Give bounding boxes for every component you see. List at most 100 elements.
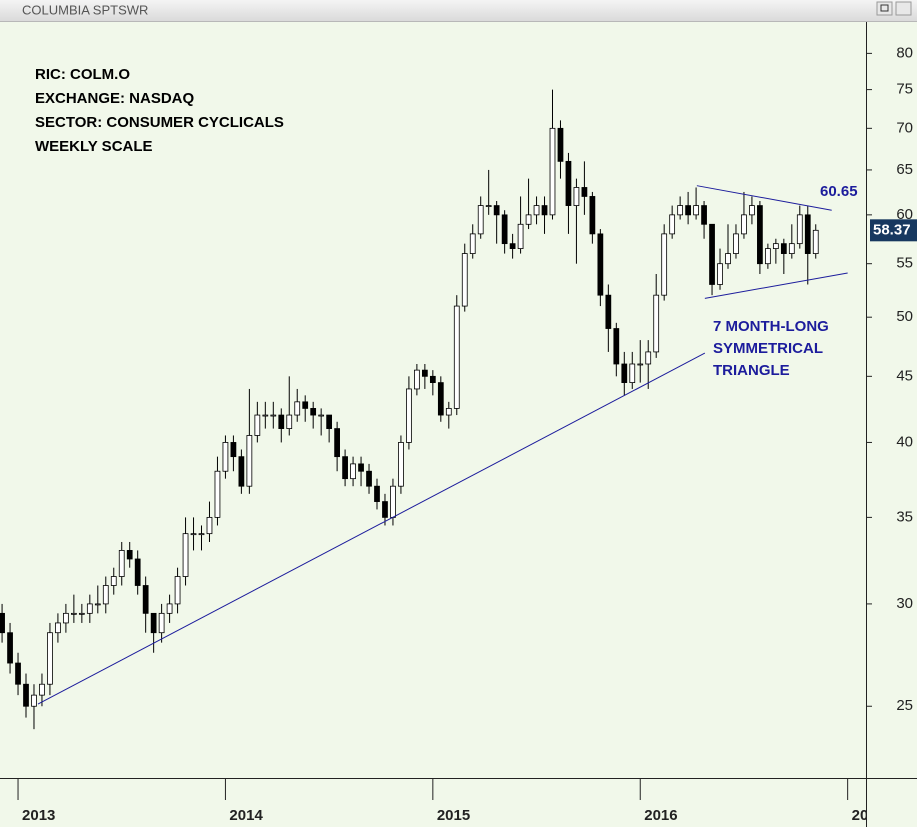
candle-body — [294, 401, 301, 416]
candle-body — [110, 576, 117, 586]
candle-body — [501, 214, 508, 245]
candle-body — [270, 414, 277, 417]
candle-body — [525, 214, 532, 225]
trendline — [704, 272, 848, 299]
y-tick-label: 40 — [896, 433, 913, 450]
candle-body — [55, 622, 61, 634]
candle-body — [118, 550, 125, 577]
candle-body — [15, 662, 21, 685]
candle-body — [326, 414, 333, 429]
candle-body — [166, 603, 173, 614]
candle-body — [23, 683, 29, 707]
candle-body — [366, 470, 372, 487]
candle-body — [302, 401, 309, 409]
candle-body — [780, 243, 787, 254]
candle-body — [150, 612, 157, 634]
candle-body — [541, 205, 548, 216]
candle-body — [461, 253, 468, 307]
trendlines — [37, 185, 848, 705]
candle-body — [653, 294, 660, 353]
candle-body — [286, 414, 293, 429]
last-price-tag — [870, 219, 917, 242]
candle-body — [78, 612, 85, 615]
candle-body — [669, 214, 676, 235]
candle-body — [310, 408, 317, 416]
candle-body — [565, 160, 572, 206]
candle-body — [246, 435, 253, 487]
pattern-label: 7 MONTH-LONG — [713, 318, 829, 335]
window-buttons[interactable] — [876, 1, 912, 16]
candle-body — [63, 612, 69, 624]
candle-body — [230, 442, 237, 458]
candle-body — [358, 463, 364, 472]
candle-body — [47, 632, 53, 685]
candles — [0, 89, 819, 730]
x-tick-label: 2013 — [22, 807, 55, 824]
candle-body — [605, 294, 612, 329]
candle-body — [158, 612, 165, 634]
y-tick-label: 25 — [896, 697, 913, 714]
candle-body — [406, 388, 412, 443]
candle-body — [350, 463, 356, 480]
x-tick-label: 2017 — [852, 807, 885, 824]
candle-body — [278, 414, 285, 429]
candle-body — [70, 612, 77, 615]
candle-body — [398, 442, 404, 487]
candle-body — [637, 363, 644, 366]
restore-icon — [880, 4, 889, 12]
candle-body — [733, 233, 739, 254]
candle-body — [677, 205, 684, 216]
candle-body — [382, 501, 388, 518]
candle-body — [621, 363, 628, 383]
y-tick-label: 70 — [896, 119, 913, 136]
candle-body — [31, 694, 37, 707]
candle-body — [661, 233, 668, 296]
candle-body — [709, 223, 715, 285]
candle-body — [214, 470, 221, 518]
candle-body — [198, 533, 205, 536]
x-axis-area — [0, 778, 917, 827]
candle-body — [134, 558, 141, 586]
close-button[interactable] — [895, 1, 912, 16]
candle-body — [749, 205, 755, 216]
y-tick-label: 60 — [896, 206, 913, 223]
candle-body — [262, 414, 269, 417]
x-axis-labels: 2013 2014 2015 2016 2017 — [22, 807, 885, 824]
notes: RIC: COLM.O EXCHANGE: NASDAQ SECTOR: CONSU… — [35, 66, 858, 379]
candle-body — [7, 632, 13, 664]
y-tick-label: 80 — [896, 44, 913, 61]
candle-body — [477, 205, 484, 235]
candle-body — [573, 187, 580, 206]
y-tick-label: 45 — [896, 367, 913, 384]
restore-button[interactable] — [876, 1, 893, 16]
candle-body — [765, 248, 771, 265]
candle-body — [437, 382, 444, 416]
x-tick-label: 2016 — [644, 807, 677, 824]
y-tick-label: 75 — [896, 81, 913, 98]
candle-body — [414, 369, 420, 390]
candle-body — [589, 196, 596, 235]
y-tick-label: 65 — [896, 161, 913, 178]
candle-body — [645, 351, 652, 365]
note-line: WEEKLY SCALE — [35, 138, 153, 155]
candle-body — [390, 485, 396, 518]
candle-body — [102, 585, 109, 605]
candle-body — [206, 516, 213, 535]
candle-body — [533, 205, 540, 216]
y-tick-label: 55 — [896, 255, 913, 272]
candle-body — [190, 533, 197, 536]
candle-body — [182, 533, 189, 577]
candle-body — [334, 428, 340, 458]
candle-body — [126, 550, 133, 560]
x-tick-label: 2014 — [229, 807, 263, 824]
resistance-label: 60.65 — [820, 183, 858, 200]
candle-body — [254, 414, 261, 436]
candle-body — [509, 243, 516, 249]
candle-body — [741, 214, 747, 235]
pattern-label: TRIANGLE — [713, 362, 790, 379]
candle-body — [493, 205, 500, 216]
candle-body — [429, 375, 436, 383]
chart-title: COLUMBIA SPTSWR — [22, 2, 148, 17]
candle-body — [717, 263, 723, 285]
